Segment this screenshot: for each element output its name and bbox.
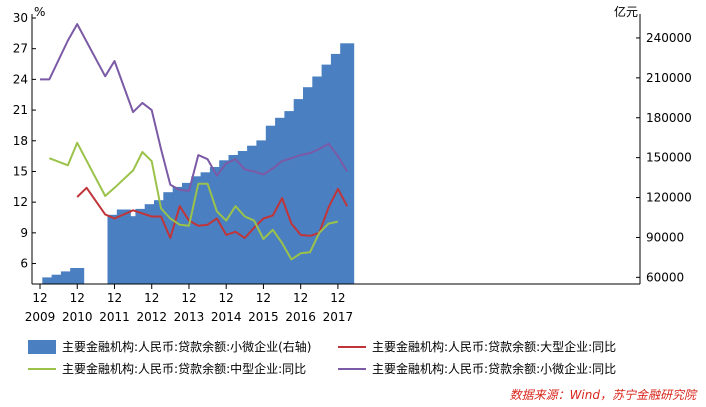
legend-swatch-line (338, 345, 366, 348)
x-tick-year-label: 2013 (174, 310, 205, 324)
x-tick-year-label: 2014 (211, 310, 242, 324)
x-tick-month-label: 12 (219, 291, 234, 305)
left-tick-label: 24 (13, 72, 28, 86)
legend-label: 主要金融机构:人民币:贷款余额:大型企业:同比 (372, 340, 617, 354)
legend-item-small-micro-yoy: 主要金融机构:人民币:贷款余额:小微企业:同比 (338, 360, 616, 377)
axes (31, 14, 641, 289)
left-axis-unit: % (34, 5, 45, 19)
right-tick-label: 210000 (646, 71, 692, 85)
left-tick-label: 21 (13, 103, 28, 117)
tick-labels: 6 9 12 15 18 21 24 27 30 % 60000 90000 120000 150000 1… (13, 4, 692, 324)
right-tick-label: 120000 (646, 191, 692, 205)
x-tick-year-label: 2015 (248, 310, 279, 324)
x-tick-month-label: 12 (32, 291, 47, 305)
bar-series-small-micro-balance (42, 43, 355, 285)
series-line (76, 186, 349, 239)
x-tick-year-label: 2011 (99, 310, 130, 324)
x-tick-year-label: 2017 (323, 310, 354, 324)
right-tick-label: 150000 (646, 151, 692, 165)
legend-item-small-micro-balance: 主要金融机构:人民币:贷款余额:小微企业(右轴) (28, 338, 312, 355)
legend-item-medium-enterprise: 主要金融机构:人民币:贷款余额:中型企业:同比 (28, 360, 306, 377)
left-tick-label: 12 (13, 195, 28, 209)
line-series-group (40, 23, 349, 261)
legend-label: 主要金融机构:人民币:贷款余额:小微企业(右轴) (62, 340, 312, 354)
legend-label: 主要金融机构:人民币:贷款余额:小微企业:同比 (372, 362, 617, 376)
series-line (40, 23, 349, 192)
x-tick-month-label: 12 (293, 291, 308, 305)
x-tick-month-label: 12 (107, 291, 122, 305)
x-tick-month-label: 12 (330, 291, 345, 305)
legend-swatch-line (338, 367, 366, 370)
legend: 主要金融机构:人民币:贷款余额:小微企业(右轴) 主要金融机构:人民币:贷款余额… (28, 338, 668, 378)
right-tick-label: 240000 (646, 31, 692, 45)
x-tick-year-label: 2009 (25, 310, 56, 324)
legend-label: 主要金融机构:人民币:贷款余额:中型企业:同比 (62, 362, 307, 376)
bar (340, 43, 355, 284)
left-tick-label: 15 (13, 164, 28, 178)
bar (42, 277, 57, 284)
right-tick-label: 180000 (646, 111, 692, 125)
source-note: 数据来源：Wind，苏宁金融研究院 (509, 388, 696, 402)
left-tick-label: 6 (20, 257, 28, 271)
right-tick-label: 60000 (646, 270, 684, 284)
right-tick-label: 90000 (646, 230, 684, 244)
bar (51, 274, 66, 284)
bar (70, 268, 85, 284)
x-tick-year-label: 2012 (136, 310, 167, 324)
x-tick-year-label: 2010 (62, 310, 93, 324)
right-axis-unit: 亿元 (614, 4, 638, 19)
left-tick-label: 18 (13, 134, 28, 148)
x-tick-month-label: 12 (70, 291, 85, 305)
left-tick-label: 9 (20, 226, 28, 240)
x-tick-month-label: 12 (256, 291, 271, 305)
series-line (48, 141, 339, 261)
x-tick-year-label: 2016 (285, 310, 316, 324)
legend-swatch-bar (28, 339, 56, 354)
left-tick-label: 30 (13, 11, 28, 25)
x-tick-month-label: 12 (181, 291, 196, 305)
left-tick-label: 27 (13, 42, 28, 56)
x-tick-month-label: 12 (144, 291, 159, 305)
legend-item-large-enterprise: 主要金融机构:人民币:贷款余额:大型企业:同比 (338, 338, 616, 355)
legend-swatch-line (28, 367, 56, 370)
